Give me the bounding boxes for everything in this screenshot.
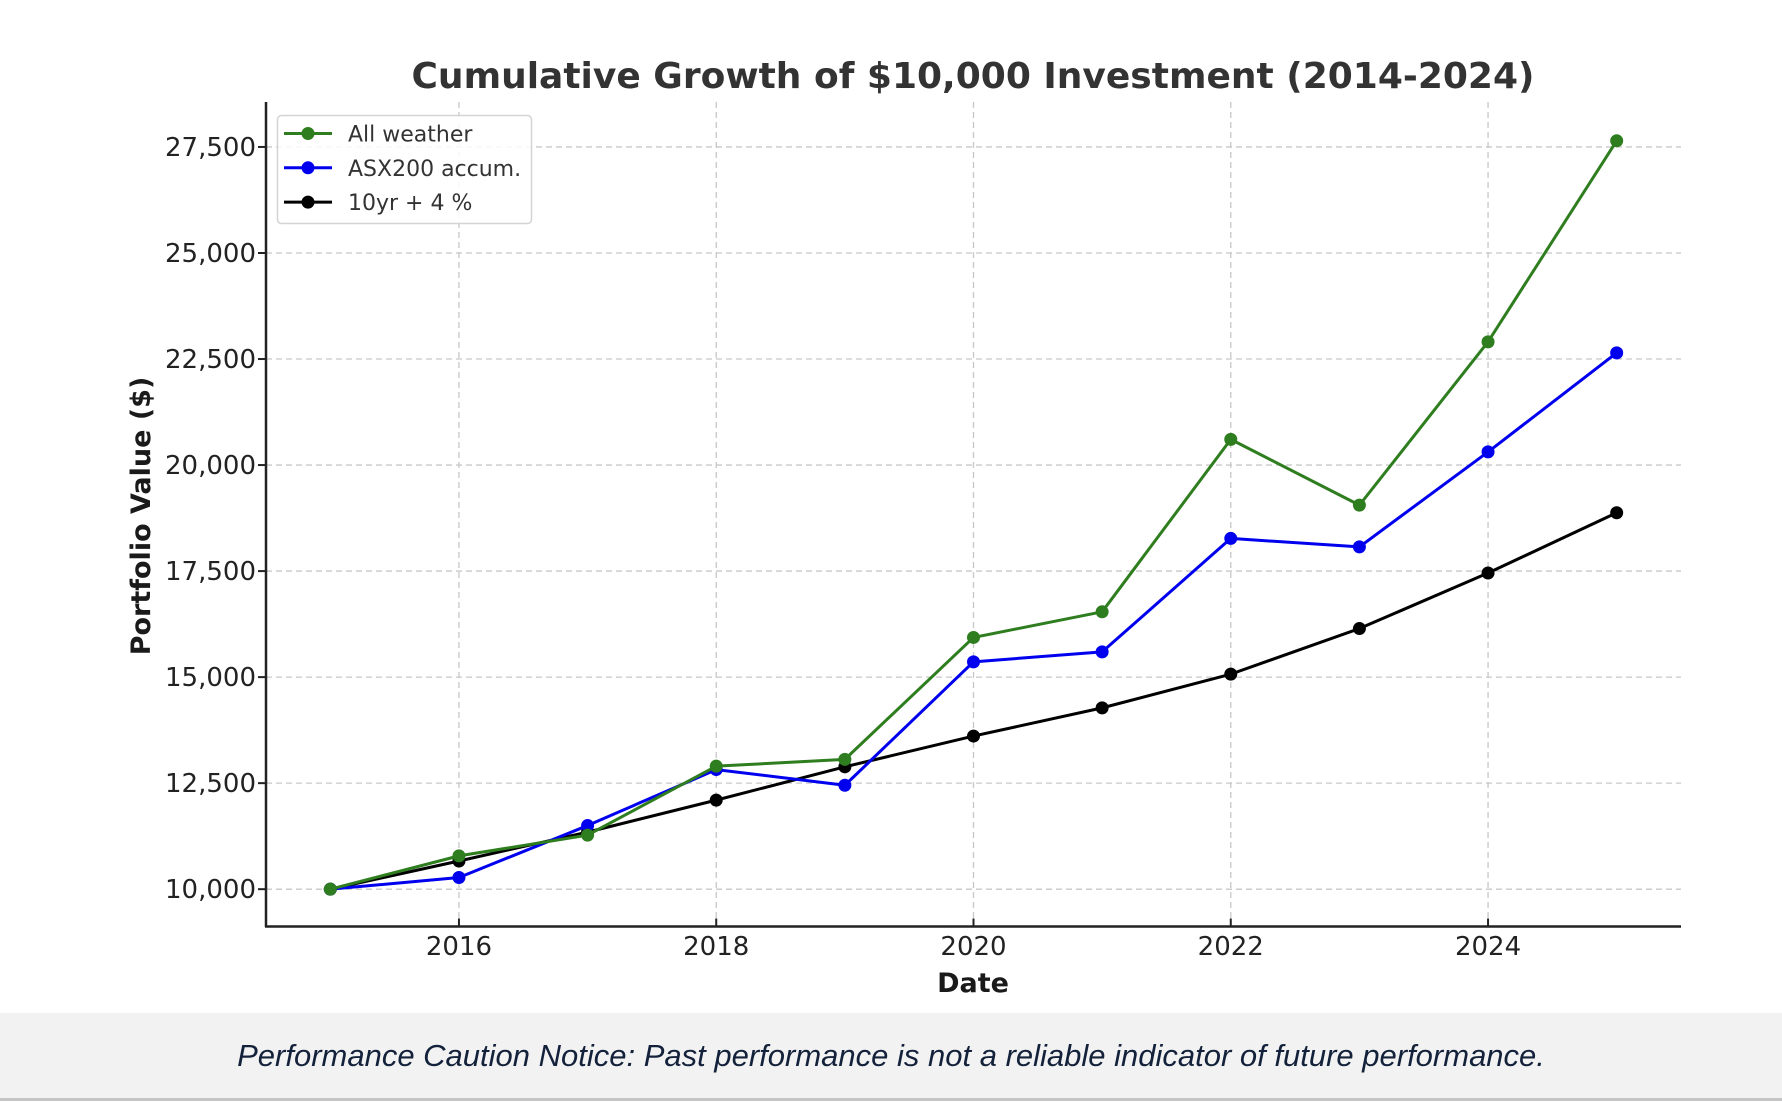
data-point (1481, 445, 1495, 459)
y-tick-label: 12,500 (165, 769, 256, 799)
data-point (1610, 506, 1624, 520)
x-axis-label: Date (937, 968, 1009, 999)
chart-title: Cumulative Growth of $10,000 Investment … (412, 56, 1535, 97)
legend-swatch-marker (301, 161, 315, 175)
data-point (1610, 346, 1624, 360)
data-point (581, 819, 595, 833)
grid (266, 102, 1681, 927)
x-tick-label: 2022 (1198, 932, 1264, 962)
data-point (452, 849, 466, 863)
legend-swatch-marker (301, 195, 315, 209)
legend: All weather ASX200 accum. 10yr + 4 % (276, 114, 533, 225)
legend-label: ASX200 accum. (348, 157, 521, 182)
data-point (838, 752, 852, 766)
legend-box (276, 114, 533, 225)
data-point (967, 729, 980, 743)
performance-caution-banner: Performance Caution Notice: Past perform… (0, 1013, 1782, 1101)
data-point (1224, 432, 1238, 446)
x-ticks: 2016 2018 2020 2022 2024 (426, 918, 1521, 962)
data-point (1224, 531, 1238, 545)
y-tick-label: 20,000 (165, 451, 256, 481)
series-all-weather (323, 134, 1624, 896)
legend-item: ASX200 accum. (284, 157, 521, 182)
y-tick-label: 22,500 (165, 345, 256, 375)
y-tick-label: 15,000 (165, 663, 256, 693)
data-point (1352, 498, 1366, 512)
x-tick-label: 2018 (683, 932, 749, 962)
data-point (1224, 667, 1238, 681)
legend-label: 10yr + 4 % (348, 191, 472, 216)
data-point (709, 759, 723, 773)
data-point (452, 871, 466, 885)
data-point (967, 630, 980, 644)
legend-item: All weather (284, 123, 473, 148)
series-layer (323, 134, 1624, 896)
data-point (1095, 701, 1109, 715)
data-point (581, 828, 595, 842)
data-point (1095, 605, 1109, 619)
line-chart: Cumulative Growth of $10,000 Investment … (126, 56, 1681, 999)
data-point (1610, 134, 1624, 148)
legend-item: 10yr + 4 % (284, 191, 472, 216)
y-axis-label: Portfolio Value ($) (126, 377, 157, 656)
data-point (1095, 645, 1109, 659)
data-point (1352, 622, 1366, 636)
data-point (1481, 566, 1495, 580)
data-point (838, 778, 852, 792)
data-point (323, 882, 337, 896)
x-tick-label: 2024 (1455, 932, 1521, 962)
y-tick-label: 10,000 (165, 875, 256, 905)
y-tick-label: 27,500 (165, 133, 256, 163)
data-point (967, 655, 980, 669)
y-tick-label: 25,000 (165, 239, 256, 269)
x-tick-label: 2020 (940, 932, 1006, 962)
data-point (709, 793, 723, 807)
data-point (1352, 540, 1366, 554)
data-point (1481, 335, 1495, 349)
y-tick-label: 17,500 (165, 557, 256, 587)
legend-label: All weather (348, 123, 473, 148)
performance-caution-notice: Performance Caution Notice: Past perform… (237, 1037, 1545, 1073)
x-tick-label: 2016 (426, 932, 492, 962)
legend-swatch-marker (301, 127, 315, 140)
y-ticks: 10,000 12,500 15,000 17,500 20,000 22,500 25,0… (165, 133, 266, 905)
